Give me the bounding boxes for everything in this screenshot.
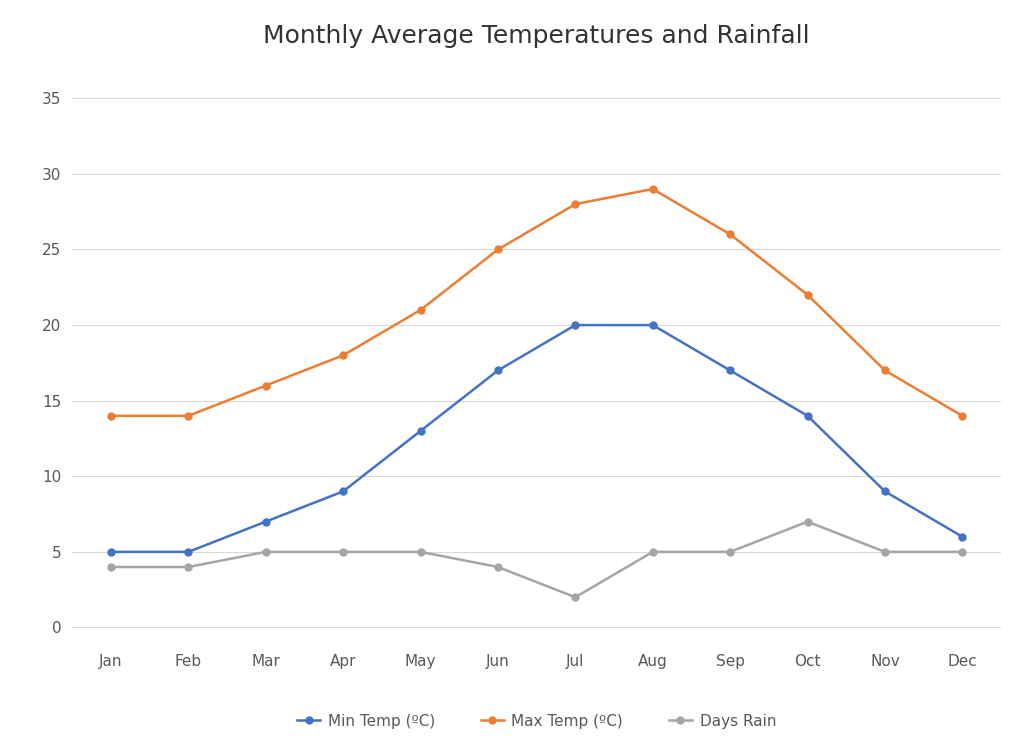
- Days Rain: [105, 562, 118, 572]
- Max Temp (ºC): [569, 200, 581, 209]
- Line: Min Temp (ºC): Min Temp (ºC): [107, 321, 966, 556]
- Min Temp (ºC): [956, 532, 968, 541]
- Max Temp (ºC): [105, 411, 118, 420]
- Max Temp (ºC): [878, 366, 891, 375]
- Min Temp (ºC): [801, 411, 813, 420]
- Days Rain: [878, 547, 891, 556]
- Min Temp (ºC): [414, 426, 427, 435]
- Days Rain: [182, 562, 194, 572]
- Days Rain: [260, 547, 272, 556]
- Min Temp (ºC): [182, 547, 194, 556]
- Days Rain: [414, 547, 427, 556]
- Days Rain: [723, 547, 736, 556]
- Max Temp (ºC): [260, 381, 272, 390]
- Title: Monthly Average Temperatures and Rainfall: Monthly Average Temperatures and Rainfal…: [263, 24, 810, 48]
- Max Temp (ºC): [336, 351, 349, 360]
- Min Temp (ºC): [878, 487, 891, 496]
- Max Temp (ºC): [723, 230, 736, 239]
- Max Temp (ºC): [956, 411, 968, 420]
- Line: Max Temp (ºC): Max Temp (ºC): [107, 185, 966, 420]
- Days Rain: [491, 562, 504, 572]
- Min Temp (ºC): [723, 366, 736, 375]
- Max Temp (ºC): [491, 245, 504, 254]
- Min Temp (ºC): [646, 321, 658, 330]
- Min Temp (ºC): [260, 517, 272, 526]
- Days Rain: [956, 547, 968, 556]
- Min Temp (ºC): [336, 487, 349, 496]
- Min Temp (ºC): [569, 321, 581, 330]
- Days Rain: [646, 547, 658, 556]
- Days Rain: [569, 593, 581, 602]
- Max Temp (ºC): [646, 184, 658, 194]
- Min Temp (ºC): [105, 547, 118, 556]
- Min Temp (ºC): [491, 366, 504, 375]
- Legend: Min Temp (ºC), Max Temp (ºC), Days Rain: Min Temp (ºC), Max Temp (ºC), Days Rain: [291, 708, 782, 735]
- Line: Days Rain: Days Rain: [107, 518, 966, 601]
- Max Temp (ºC): [801, 290, 813, 299]
- Days Rain: [336, 547, 349, 556]
- Max Temp (ºC): [182, 411, 194, 420]
- Days Rain: [801, 517, 813, 526]
- Max Temp (ºC): [414, 305, 427, 314]
